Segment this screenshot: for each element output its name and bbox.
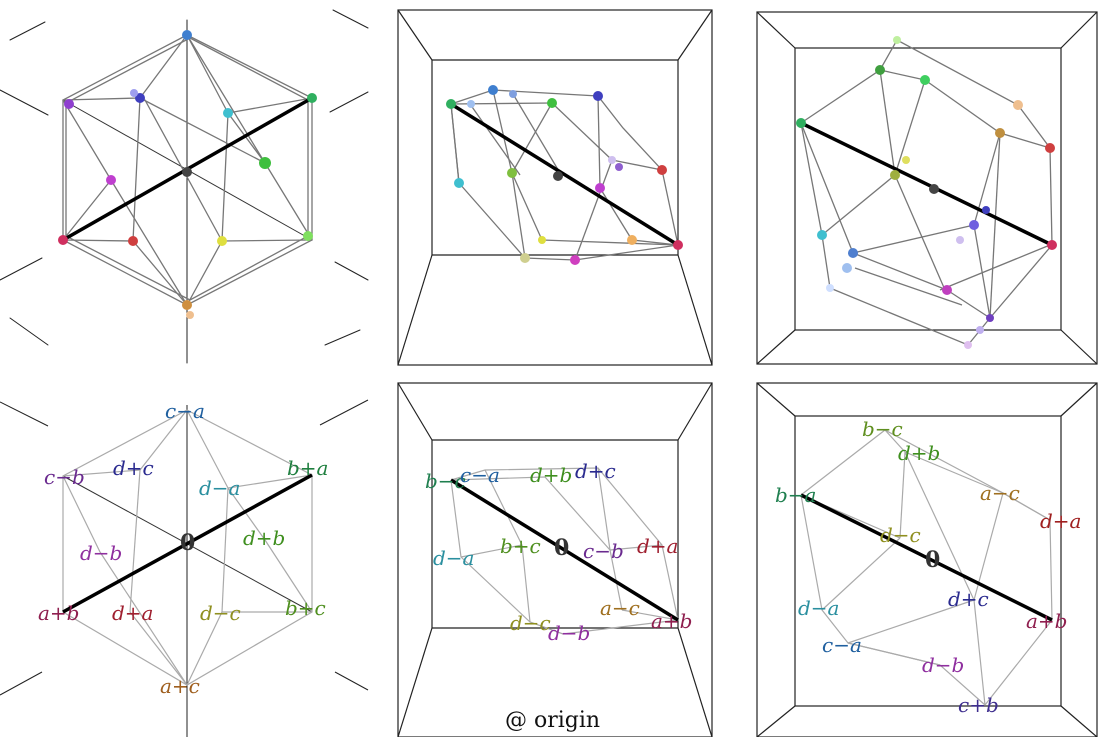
label-a-minus-c: a−c (980, 481, 1020, 505)
label-d-minus-a: d−a (798, 596, 839, 620)
label-d-minus-a: d−a (433, 546, 474, 570)
label-d-plus-c: d+c (113, 456, 154, 480)
main-diagonal (800, 121, 1053, 247)
label-d-plus-b: d+b (898, 441, 940, 465)
origin-label: 0 (554, 535, 569, 561)
label-d-plus-b: d+b (243, 526, 285, 550)
wireframe (450, 467, 679, 635)
label-b-plus-c: b+c (285, 596, 326, 620)
label-d-plus-c: d+c (948, 587, 989, 611)
vertices (796, 36, 1057, 349)
label-c-minus-b: c−b (44, 465, 85, 489)
panel-bottom-left: c−a c−b d+c d−a b+a d−b d+b a+b d+a d−c … (0, 399, 369, 737)
vertex-labels: b−c d+b b−a a−c d+a d−c d+c d−a c−a a+b … (775, 417, 1081, 717)
panel-top-left (0, 9, 369, 364)
label-d-minus-b: d−b (80, 541, 122, 565)
wireframe (800, 429, 1053, 706)
vertices (446, 85, 683, 265)
label-a-plus-b: a+b (38, 601, 79, 625)
bounding-box (397, 382, 713, 737)
label-a-plus-c: a+c (160, 674, 200, 698)
origin-label: 0 (180, 530, 195, 556)
origin-label: 0 (925, 547, 940, 573)
main-diagonal (450, 478, 679, 622)
label-a-plus-b: a+b (1026, 609, 1067, 633)
vertices (58, 30, 317, 319)
label-c-minus-a: c−a (822, 633, 862, 657)
label-b-minus-c: b−c (862, 417, 903, 441)
main-diagonal (800, 493, 1053, 622)
label-d-plus-a: d+a (112, 601, 153, 625)
label-d-minus-c: d−c (200, 601, 241, 625)
panel-top-right (756, 11, 1098, 365)
label-a-minus-c: a−c (600, 596, 640, 620)
panel-top-middle (397, 9, 713, 366)
label-b-minus-c: b−c (425, 469, 466, 493)
label-c-minus-b: c−b (583, 539, 624, 563)
label-d-plus-c: d+c (575, 459, 616, 483)
wireframe (800, 39, 1053, 346)
label-c-plus-b: c+b (958, 693, 999, 717)
wireframe (62, 34, 313, 306)
label-d-minus-c: d−c (510, 611, 551, 635)
label-b-minus-a: b−a (775, 483, 816, 507)
label-a-plus-b: a+b (651, 609, 692, 633)
bounding-box (397, 9, 713, 366)
bounding-box (756, 382, 1098, 737)
wireframe (450, 89, 679, 261)
label-d-minus-c: d−c (880, 523, 921, 547)
label-d-minus-a: d−a (199, 476, 240, 500)
label-d-plus-b: d+b (530, 463, 572, 487)
label-b-plus-c: b+c (500, 534, 541, 558)
panel-bottom-middle: b−c c−a d+b d+c d−a b+c c−b d+a a−c d−c … (397, 382, 713, 737)
wireframe (62, 409, 313, 686)
vertex-labels: c−a c−b d+c d−a b+a d−b d+b a+b d+a d−c … (38, 399, 328, 698)
axis-lines (0, 9, 369, 364)
main-diagonal (62, 473, 313, 614)
vertex-labels: b−c c−a d+b d+c d−a b+c c−b d+a a−c d−c … (425, 459, 692, 645)
caption: @ origin (505, 708, 600, 733)
label-c-minus-a: c−a (460, 463, 500, 487)
label-d-minus-b: d−b (922, 653, 964, 677)
label-b-plus-a: b+a (287, 456, 328, 480)
panel-bottom-right: b−c d+b b−a a−c d+a d−c d+c d−a c−a a+b … (756, 382, 1098, 737)
label-c-minus-a: c−a (165, 399, 205, 423)
label-d-plus-a: d+a (637, 534, 678, 558)
label-d-minus-b: d−b (548, 621, 590, 645)
bounding-box (756, 11, 1098, 365)
main-diagonal (450, 102, 679, 247)
label-d-plus-a: d+a (1040, 509, 1081, 533)
